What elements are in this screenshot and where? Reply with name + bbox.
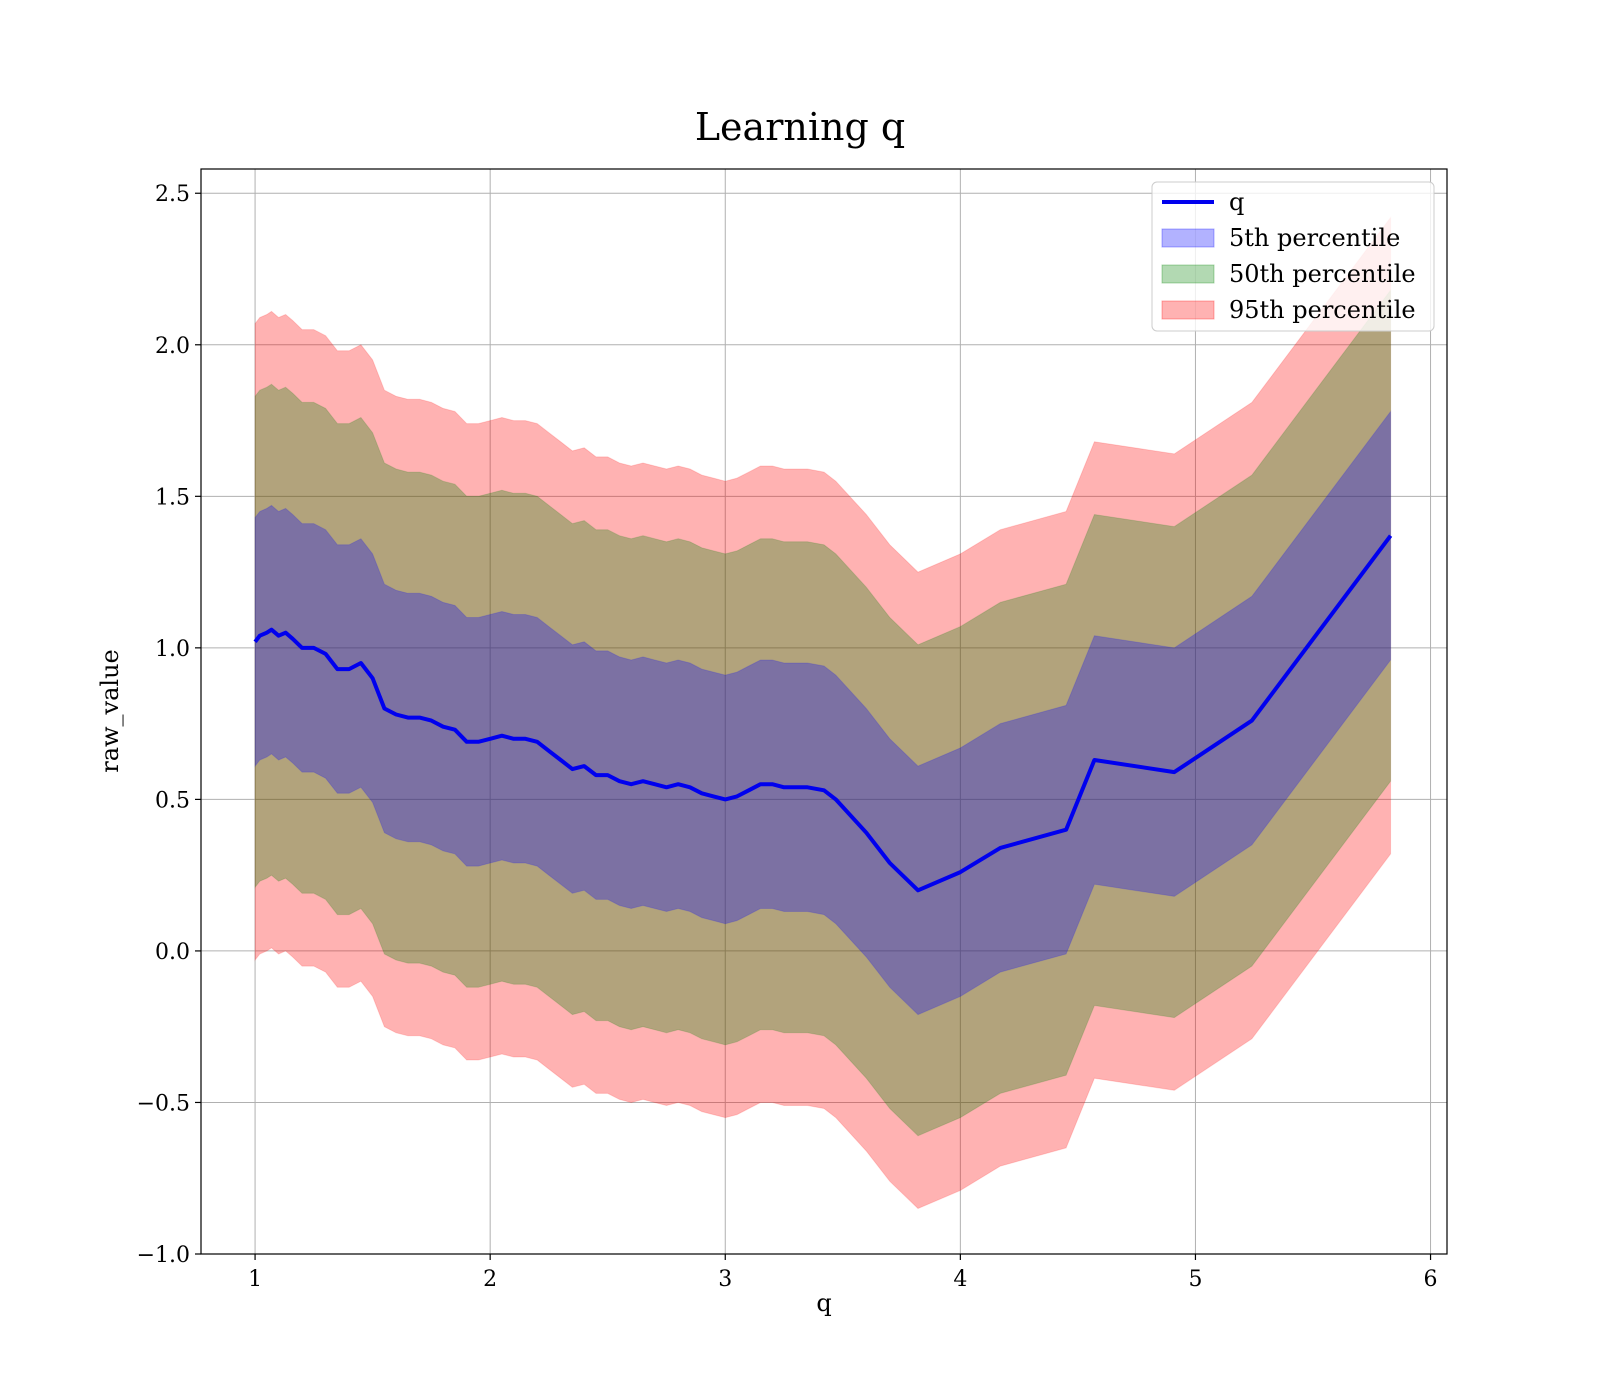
y-tick-label: −0.5 — [137, 1091, 190, 1116]
y-tick-label: 2.0 — [155, 334, 190, 359]
x-tick-label: 3 — [718, 1267, 732, 1292]
x-axis-ticks: 1 2 3 4 5 6 — [248, 1254, 1438, 1292]
y-tick-label: 0.5 — [155, 788, 190, 813]
legend-swatch-band — [1161, 228, 1215, 248]
y-axis-ticks: −1.0 −0.5 0.0 0.5 1.0 1.5 2.0 2.5 — [137, 182, 201, 1268]
y-tick-label: 1.0 — [155, 637, 190, 662]
legend-label: 50th percentile — [1229, 260, 1416, 288]
band-95th-percentile — [254, 216, 1392, 1210]
legend-label: 5th percentile — [1229, 224, 1400, 252]
chart-title: Learning q — [695, 105, 905, 149]
band-50th-percentile — [254, 288, 1392, 1137]
percentile-bands — [254, 216, 1392, 1210]
legend-swatch-band — [1161, 300, 1215, 320]
x-tick-label: 2 — [483, 1267, 497, 1292]
legend-box — [1151, 181, 1435, 332]
q-line — [253, 534, 1393, 893]
x-tick-label: 6 — [1424, 1267, 1438, 1292]
legend-swatch-band — [1161, 264, 1215, 284]
legend-label: 95th percentile — [1229, 296, 1416, 324]
band-5th-percentile — [254, 410, 1392, 1016]
y-tick-label: −1.0 — [137, 1243, 190, 1268]
legend: q 5th percentile 50th percentile 95th perce… — [1151, 181, 1435, 332]
q-line-group — [253, 534, 1393, 893]
x-tick-label: 4 — [953, 1267, 967, 1292]
x-tick-label: 1 — [248, 1267, 262, 1292]
y-tick-label: 2.5 — [155, 182, 190, 207]
y-tick-label: 0.0 — [155, 940, 190, 965]
x-tick-label: 5 — [1188, 1267, 1202, 1292]
y-axis-label: raw_value — [96, 649, 124, 773]
plot-frame — [200, 168, 1448, 1255]
x-axis-label: q — [816, 1289, 831, 1317]
legend-label: q — [1229, 188, 1244, 216]
y-tick-label: 1.5 — [155, 485, 190, 510]
